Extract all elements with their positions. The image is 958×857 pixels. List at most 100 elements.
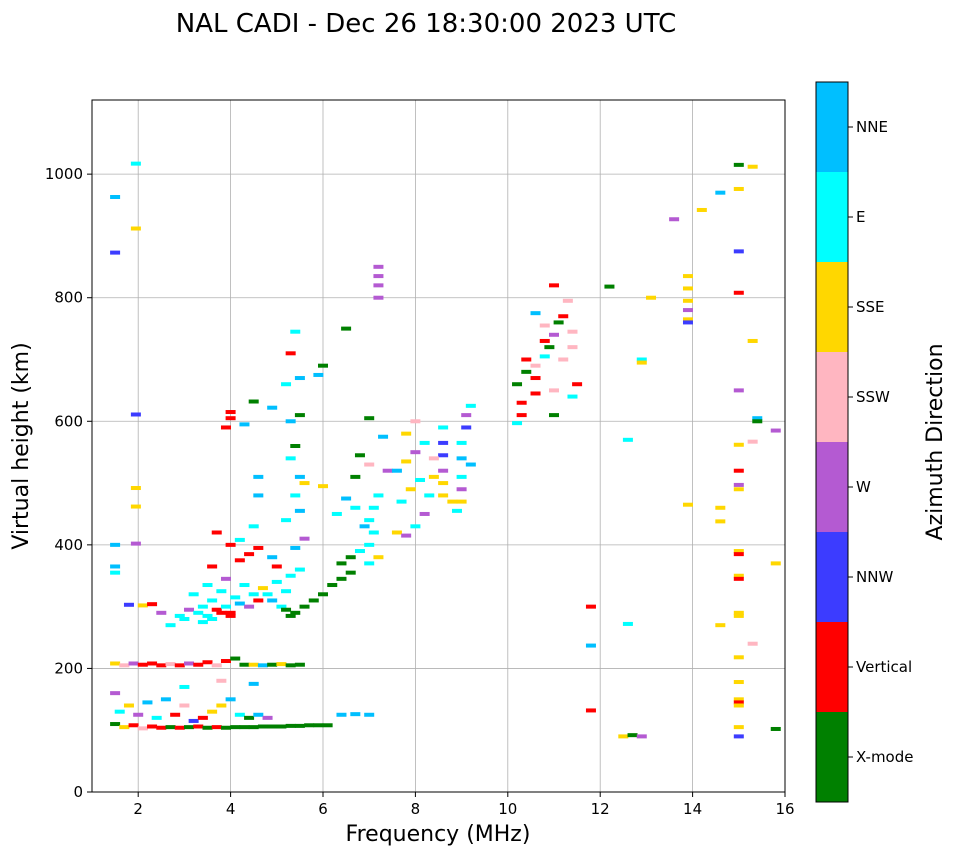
- data-point: [336, 576, 347, 581]
- data-point: [456, 474, 467, 479]
- data-point: [188, 718, 199, 723]
- data-point: [220, 604, 231, 609]
- data-point: [151, 715, 162, 720]
- data-point: [147, 602, 158, 607]
- data-point: [285, 351, 296, 356]
- data-point: [281, 382, 292, 387]
- data-point: [428, 456, 439, 461]
- data-point: [461, 425, 472, 430]
- data-point: [336, 712, 347, 717]
- data-point: [244, 552, 255, 557]
- data-point: [239, 725, 250, 730]
- data-point: [281, 518, 292, 523]
- data-point: [646, 295, 657, 300]
- data-point: [119, 663, 130, 668]
- data-point: [567, 394, 578, 399]
- data-point: [618, 734, 629, 739]
- data-point: [438, 425, 449, 430]
- data-point: [165, 623, 176, 628]
- data-point: [207, 617, 218, 621]
- data-point: [521, 357, 532, 362]
- colorbar-segment: [816, 532, 848, 622]
- data-point: [248, 725, 259, 730]
- data-point: [130, 226, 141, 231]
- data-point: [733, 186, 744, 191]
- data-point: [216, 678, 227, 683]
- y-tick-label: 1000: [45, 165, 83, 183]
- data-point: [350, 505, 361, 510]
- data-point: [220, 425, 231, 430]
- data-point: [373, 264, 384, 269]
- data-point: [391, 530, 402, 535]
- data-point: [225, 410, 236, 415]
- data-point: [294, 508, 305, 513]
- x-tick-label: 12: [591, 800, 610, 818]
- data-point: [636, 734, 647, 739]
- data-point: [174, 663, 185, 668]
- data-point: [267, 662, 278, 667]
- data-point: [410, 524, 421, 529]
- data-point: [715, 190, 726, 195]
- data-point: [424, 493, 435, 498]
- data-point: [216, 610, 227, 615]
- data-point: [234, 558, 245, 563]
- data-point: [294, 413, 305, 418]
- colorbar-title: Azimuth Direction: [923, 343, 948, 540]
- data-point: [327, 583, 338, 588]
- colorbar-segment: [816, 172, 848, 262]
- data-point: [364, 518, 375, 523]
- data-point: [733, 487, 744, 492]
- data-point: [331, 511, 342, 516]
- data-point: [234, 537, 245, 542]
- data-point: [253, 598, 264, 603]
- data-point: [585, 708, 596, 713]
- data-point: [456, 499, 467, 504]
- data-point: [137, 603, 148, 608]
- data-point: [197, 620, 208, 625]
- y-tick-label: 0: [73, 783, 83, 801]
- data-point: [456, 456, 467, 461]
- data-point: [225, 610, 236, 615]
- data-point: [267, 405, 278, 410]
- data-point: [211, 725, 222, 730]
- data-point: [123, 602, 134, 607]
- data-point: [267, 555, 278, 560]
- data-point: [257, 586, 268, 591]
- colorbar-label: NNE: [856, 118, 888, 136]
- data-point: [669, 217, 680, 222]
- data-point: [207, 564, 218, 569]
- data-point: [114, 709, 125, 714]
- data-point: [682, 298, 693, 303]
- data-point: [130, 412, 141, 417]
- data-point: [165, 662, 176, 667]
- x-tick-label: 8: [411, 800, 421, 818]
- data-point: [253, 545, 264, 550]
- data-point: [549, 413, 559, 418]
- data-point: [549, 283, 559, 288]
- y-tick-label: 400: [54, 536, 83, 554]
- data-point: [147, 724, 158, 729]
- data-point: [516, 400, 527, 405]
- data-point: [318, 484, 328, 489]
- data-point: [239, 583, 250, 588]
- data-point: [345, 555, 356, 560]
- data-point: [110, 661, 121, 666]
- data-point: [281, 607, 292, 612]
- colorbar-segment: [816, 262, 848, 352]
- y-axis-label: Virtual height (km): [9, 342, 34, 549]
- data-point: [276, 724, 287, 729]
- data-point: [682, 308, 693, 313]
- data-point: [197, 604, 208, 609]
- data-point: [373, 295, 384, 300]
- data-point: [234, 712, 245, 717]
- data-point: [147, 661, 158, 666]
- data-points: [110, 161, 781, 739]
- data-point: [156, 663, 167, 668]
- data-point: [549, 332, 559, 337]
- data-point: [285, 419, 296, 424]
- data-point: [285, 723, 296, 728]
- data-point: [207, 598, 218, 603]
- data-point: [248, 399, 259, 404]
- data-point: [294, 474, 305, 479]
